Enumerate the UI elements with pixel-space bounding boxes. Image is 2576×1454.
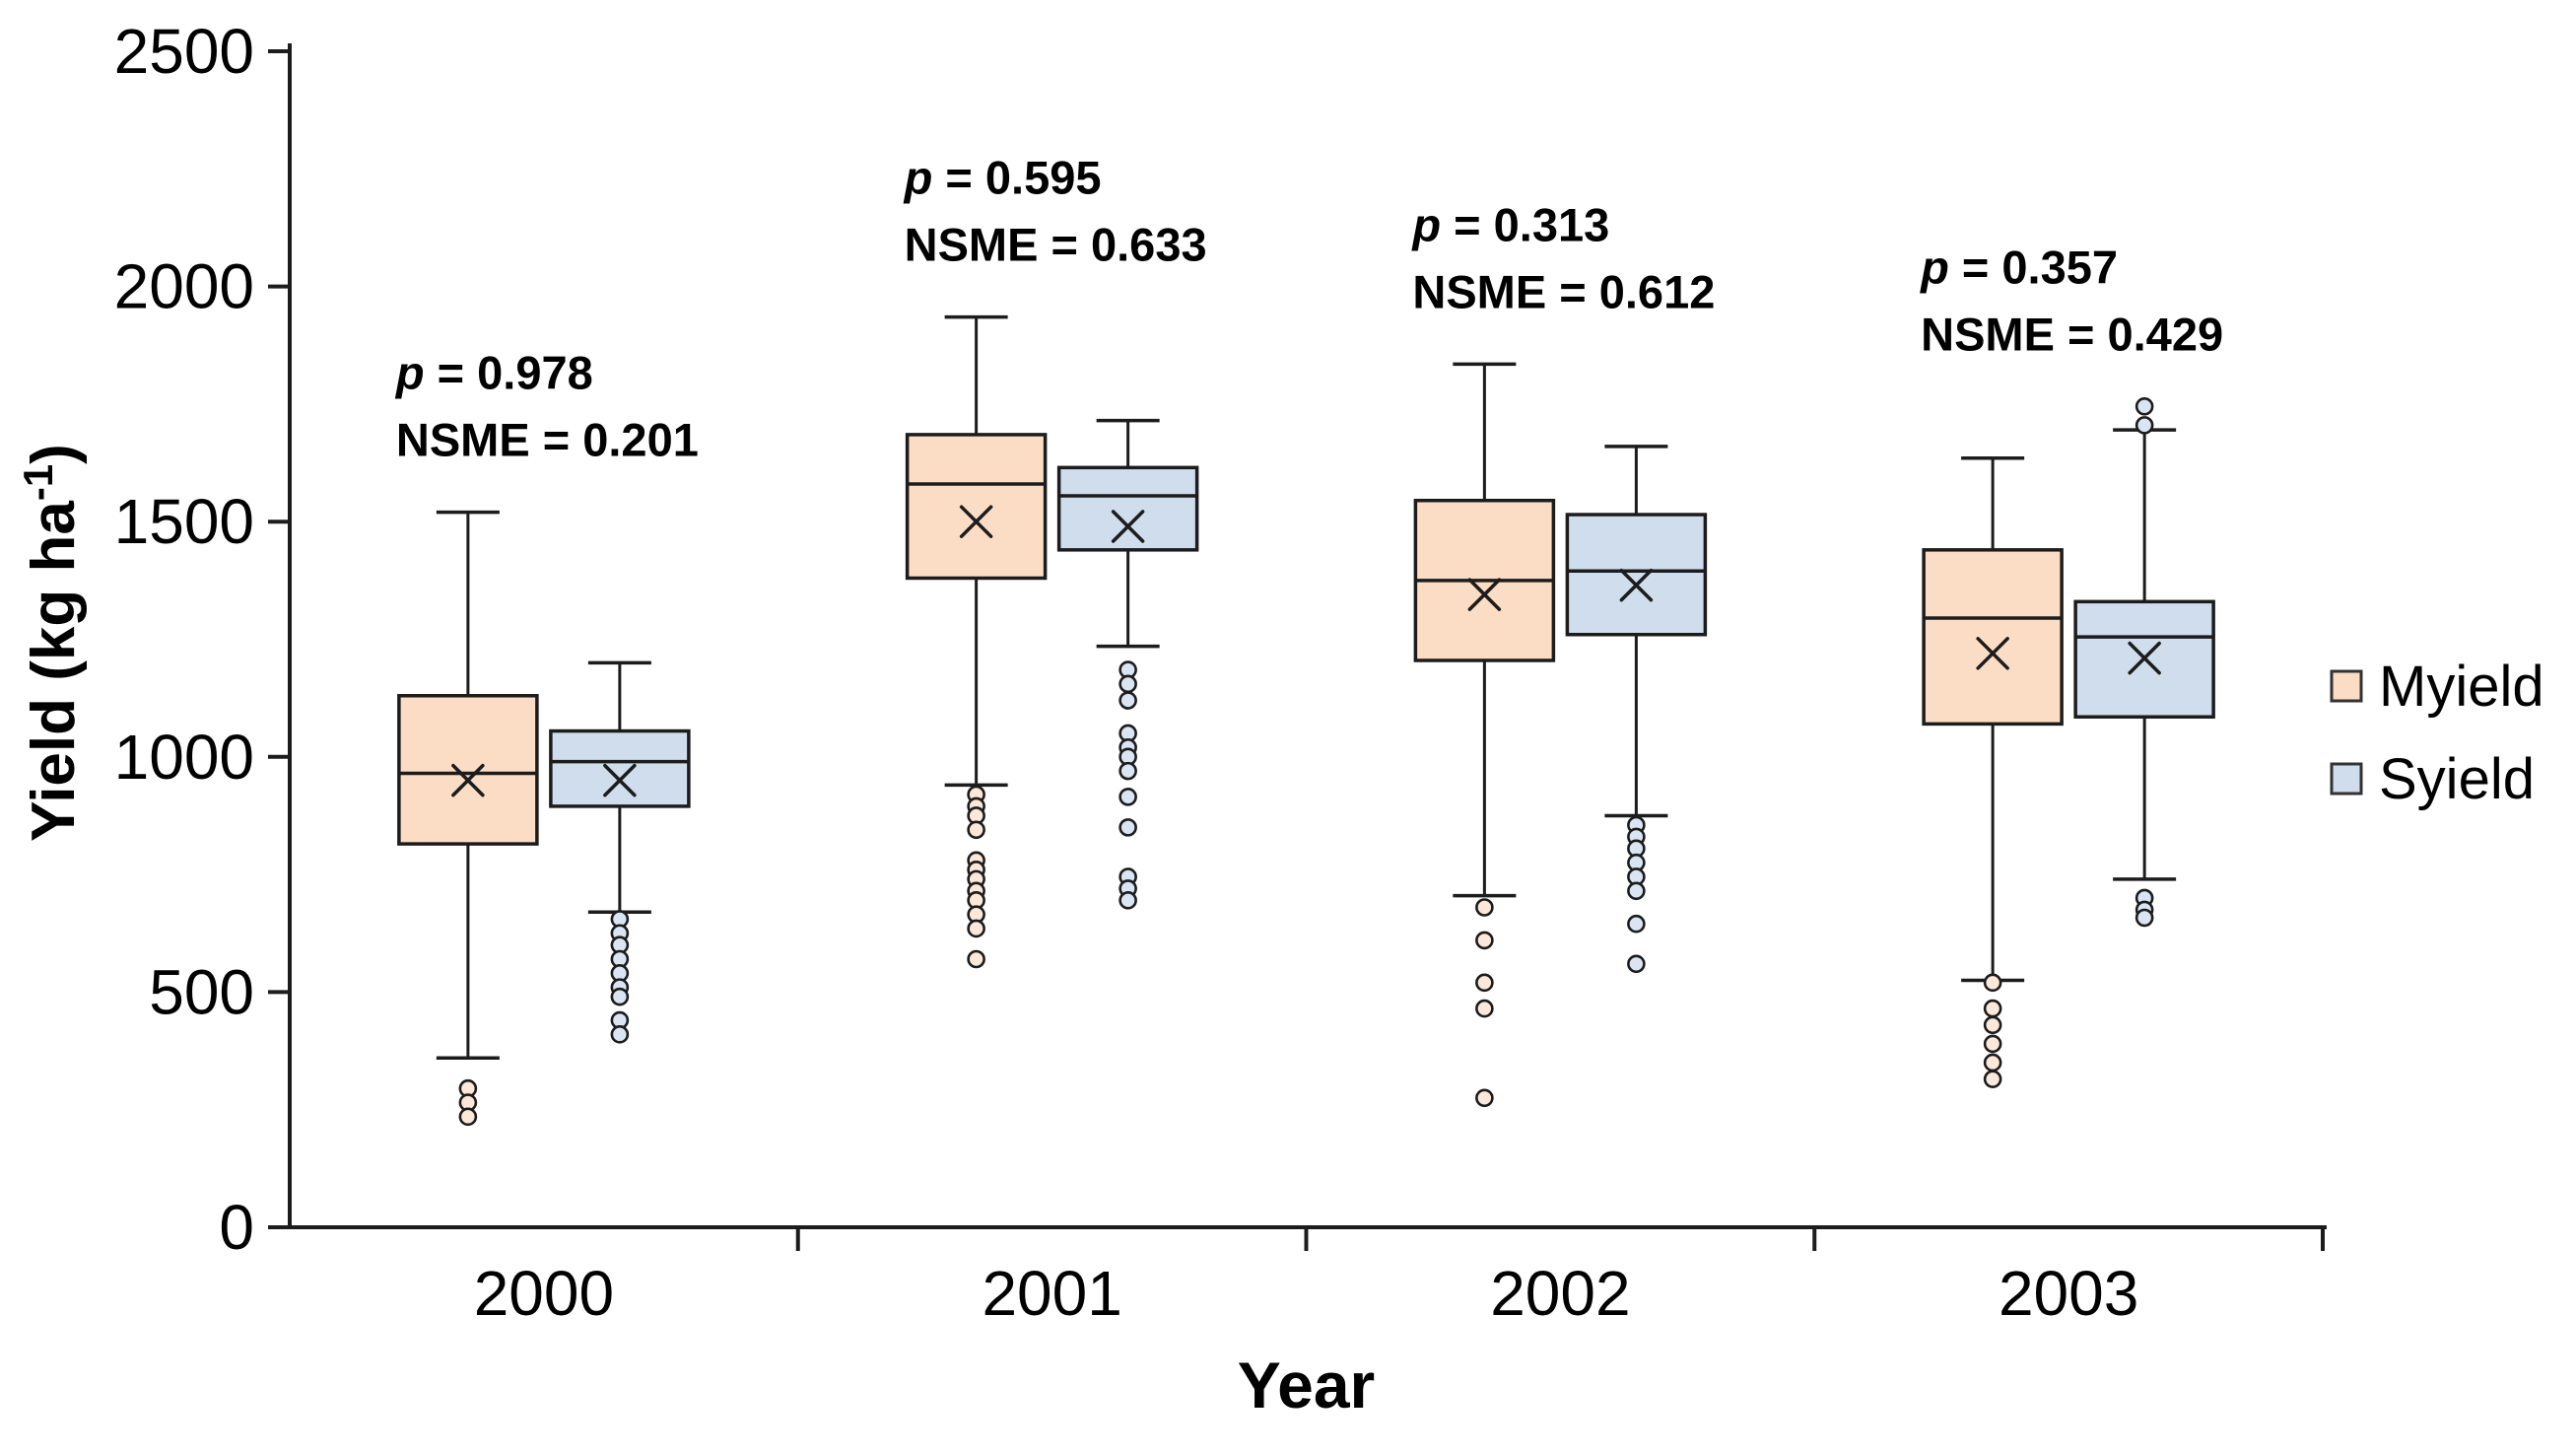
annotation-2002: p = 0.313 NSME = 0.612 xyxy=(1410,198,1715,317)
box-myield-2000 xyxy=(397,510,539,1127)
box-myield-2002 xyxy=(1413,362,1556,1108)
outlier-point xyxy=(967,949,985,969)
box-myield-2001 xyxy=(905,314,1048,969)
y-axis-title: Yield (kg ha-1) xyxy=(15,444,88,842)
x-tick-label: 2000 xyxy=(474,1258,614,1329)
y-tick-label: 1500 xyxy=(114,486,254,557)
nsme-value-label: NSME = 0.201 xyxy=(396,414,699,466)
x-tick-label: 2003 xyxy=(1999,1258,2138,1329)
outlier-point xyxy=(967,820,985,840)
outlier-point xyxy=(1119,818,1137,837)
iqr-box xyxy=(397,694,539,846)
legend-swatch-syield xyxy=(2330,762,2363,796)
outlier-point xyxy=(1119,891,1137,910)
legend-item-syield: Syield xyxy=(2330,747,2535,811)
outlier-point xyxy=(1475,973,1494,993)
outlier-point xyxy=(1627,954,1646,974)
outlier-point xyxy=(1475,898,1494,917)
x-tick-label: 2001 xyxy=(982,1258,1121,1329)
mean-x-marker xyxy=(451,763,485,797)
outlier-point xyxy=(1983,999,2002,1018)
y-tick-label: 500 xyxy=(149,956,254,1027)
series-syield xyxy=(549,396,2215,1044)
y-tick-label: 2000 xyxy=(114,251,254,322)
box-myield-2003 xyxy=(1922,456,2064,1088)
mean-x-marker xyxy=(1467,578,1502,611)
legend: Myield Syield xyxy=(2330,655,2544,811)
annotation-2003: p = 0.357 NSME = 0.429 xyxy=(1919,241,2223,360)
outlier-point xyxy=(1983,1015,2002,1035)
iqr-box xyxy=(1922,548,2064,727)
mean-x-marker xyxy=(2128,641,2161,675)
iqr-box xyxy=(549,728,691,808)
iqr-box xyxy=(1056,465,1199,552)
p-value-label: p = 0.313 xyxy=(1410,198,1609,250)
outlier-point xyxy=(1475,1088,1494,1108)
mean-x-marker xyxy=(1619,568,1654,602)
annotation-2000: p = 0.978 NSME = 0.201 xyxy=(394,347,699,466)
box-syield-2002 xyxy=(1565,445,1708,974)
x-axis: 2000 2001 2002 2003 xyxy=(474,1227,2325,1329)
outlier-point xyxy=(1983,1070,2002,1088)
y-tick-label: 1000 xyxy=(114,722,254,793)
y-tick-label: 0 xyxy=(219,1192,254,1263)
outlier-point xyxy=(1119,761,1137,781)
mean-x-marker xyxy=(1976,637,2009,670)
outlier-point xyxy=(1475,931,1494,950)
p-value-label: p = 0.357 xyxy=(1919,241,2118,293)
iqr-box xyxy=(1565,513,1708,637)
outlier-point xyxy=(610,1025,630,1044)
legend-swatch-myield xyxy=(2330,669,2363,703)
mean-x-marker xyxy=(1111,510,1145,543)
x-axis-title: Year xyxy=(1238,1349,1375,1421)
outlier-point xyxy=(2135,416,2154,435)
legend-label: Syield xyxy=(2379,747,2535,811)
outlier-point xyxy=(1983,1034,2002,1054)
nsme-value-label: NSME = 0.429 xyxy=(1921,308,2223,360)
box-syield-2001 xyxy=(1056,418,1199,910)
outlier-point xyxy=(2135,908,2154,928)
annotation-2001: p = 0.595 NSME = 0.633 xyxy=(903,152,1207,271)
outlier-point xyxy=(1475,999,1494,1018)
outlier-point xyxy=(1119,788,1137,806)
outlier-point xyxy=(1983,973,2002,993)
p-value-label: p = 0.978 xyxy=(394,347,593,399)
mean-x-marker xyxy=(603,763,637,797)
nsme-value-label: NSME = 0.612 xyxy=(1412,265,1715,317)
outlier-point xyxy=(2135,396,2154,416)
outlier-point xyxy=(1983,1053,2002,1073)
outlier-point xyxy=(1627,881,1646,901)
nsme-value-label: NSME = 0.633 xyxy=(905,219,1207,271)
p-value-label: p = 0.595 xyxy=(903,152,1102,204)
y-axis: 0 500 1000 1500 2000 2500 xyxy=(114,16,290,1263)
series-myield xyxy=(397,314,2064,1127)
x-tick-label: 2002 xyxy=(1490,1258,1630,1329)
mean-x-marker xyxy=(959,505,993,538)
legend-item-myield: Myield xyxy=(2330,655,2544,719)
outlier-point xyxy=(458,1107,478,1127)
outlier-point xyxy=(1627,914,1646,934)
outlier-point xyxy=(967,919,985,938)
y-tick-label: 2500 xyxy=(114,16,254,87)
box-syield-2003 xyxy=(2073,396,2215,928)
iqr-box xyxy=(905,433,1048,581)
outlier-point xyxy=(1119,691,1137,710)
outlier-point xyxy=(1119,674,1137,694)
legend-label: Myield xyxy=(2379,655,2544,719)
outlier-point xyxy=(610,987,630,1006)
box-syield-2000 xyxy=(549,660,691,1044)
